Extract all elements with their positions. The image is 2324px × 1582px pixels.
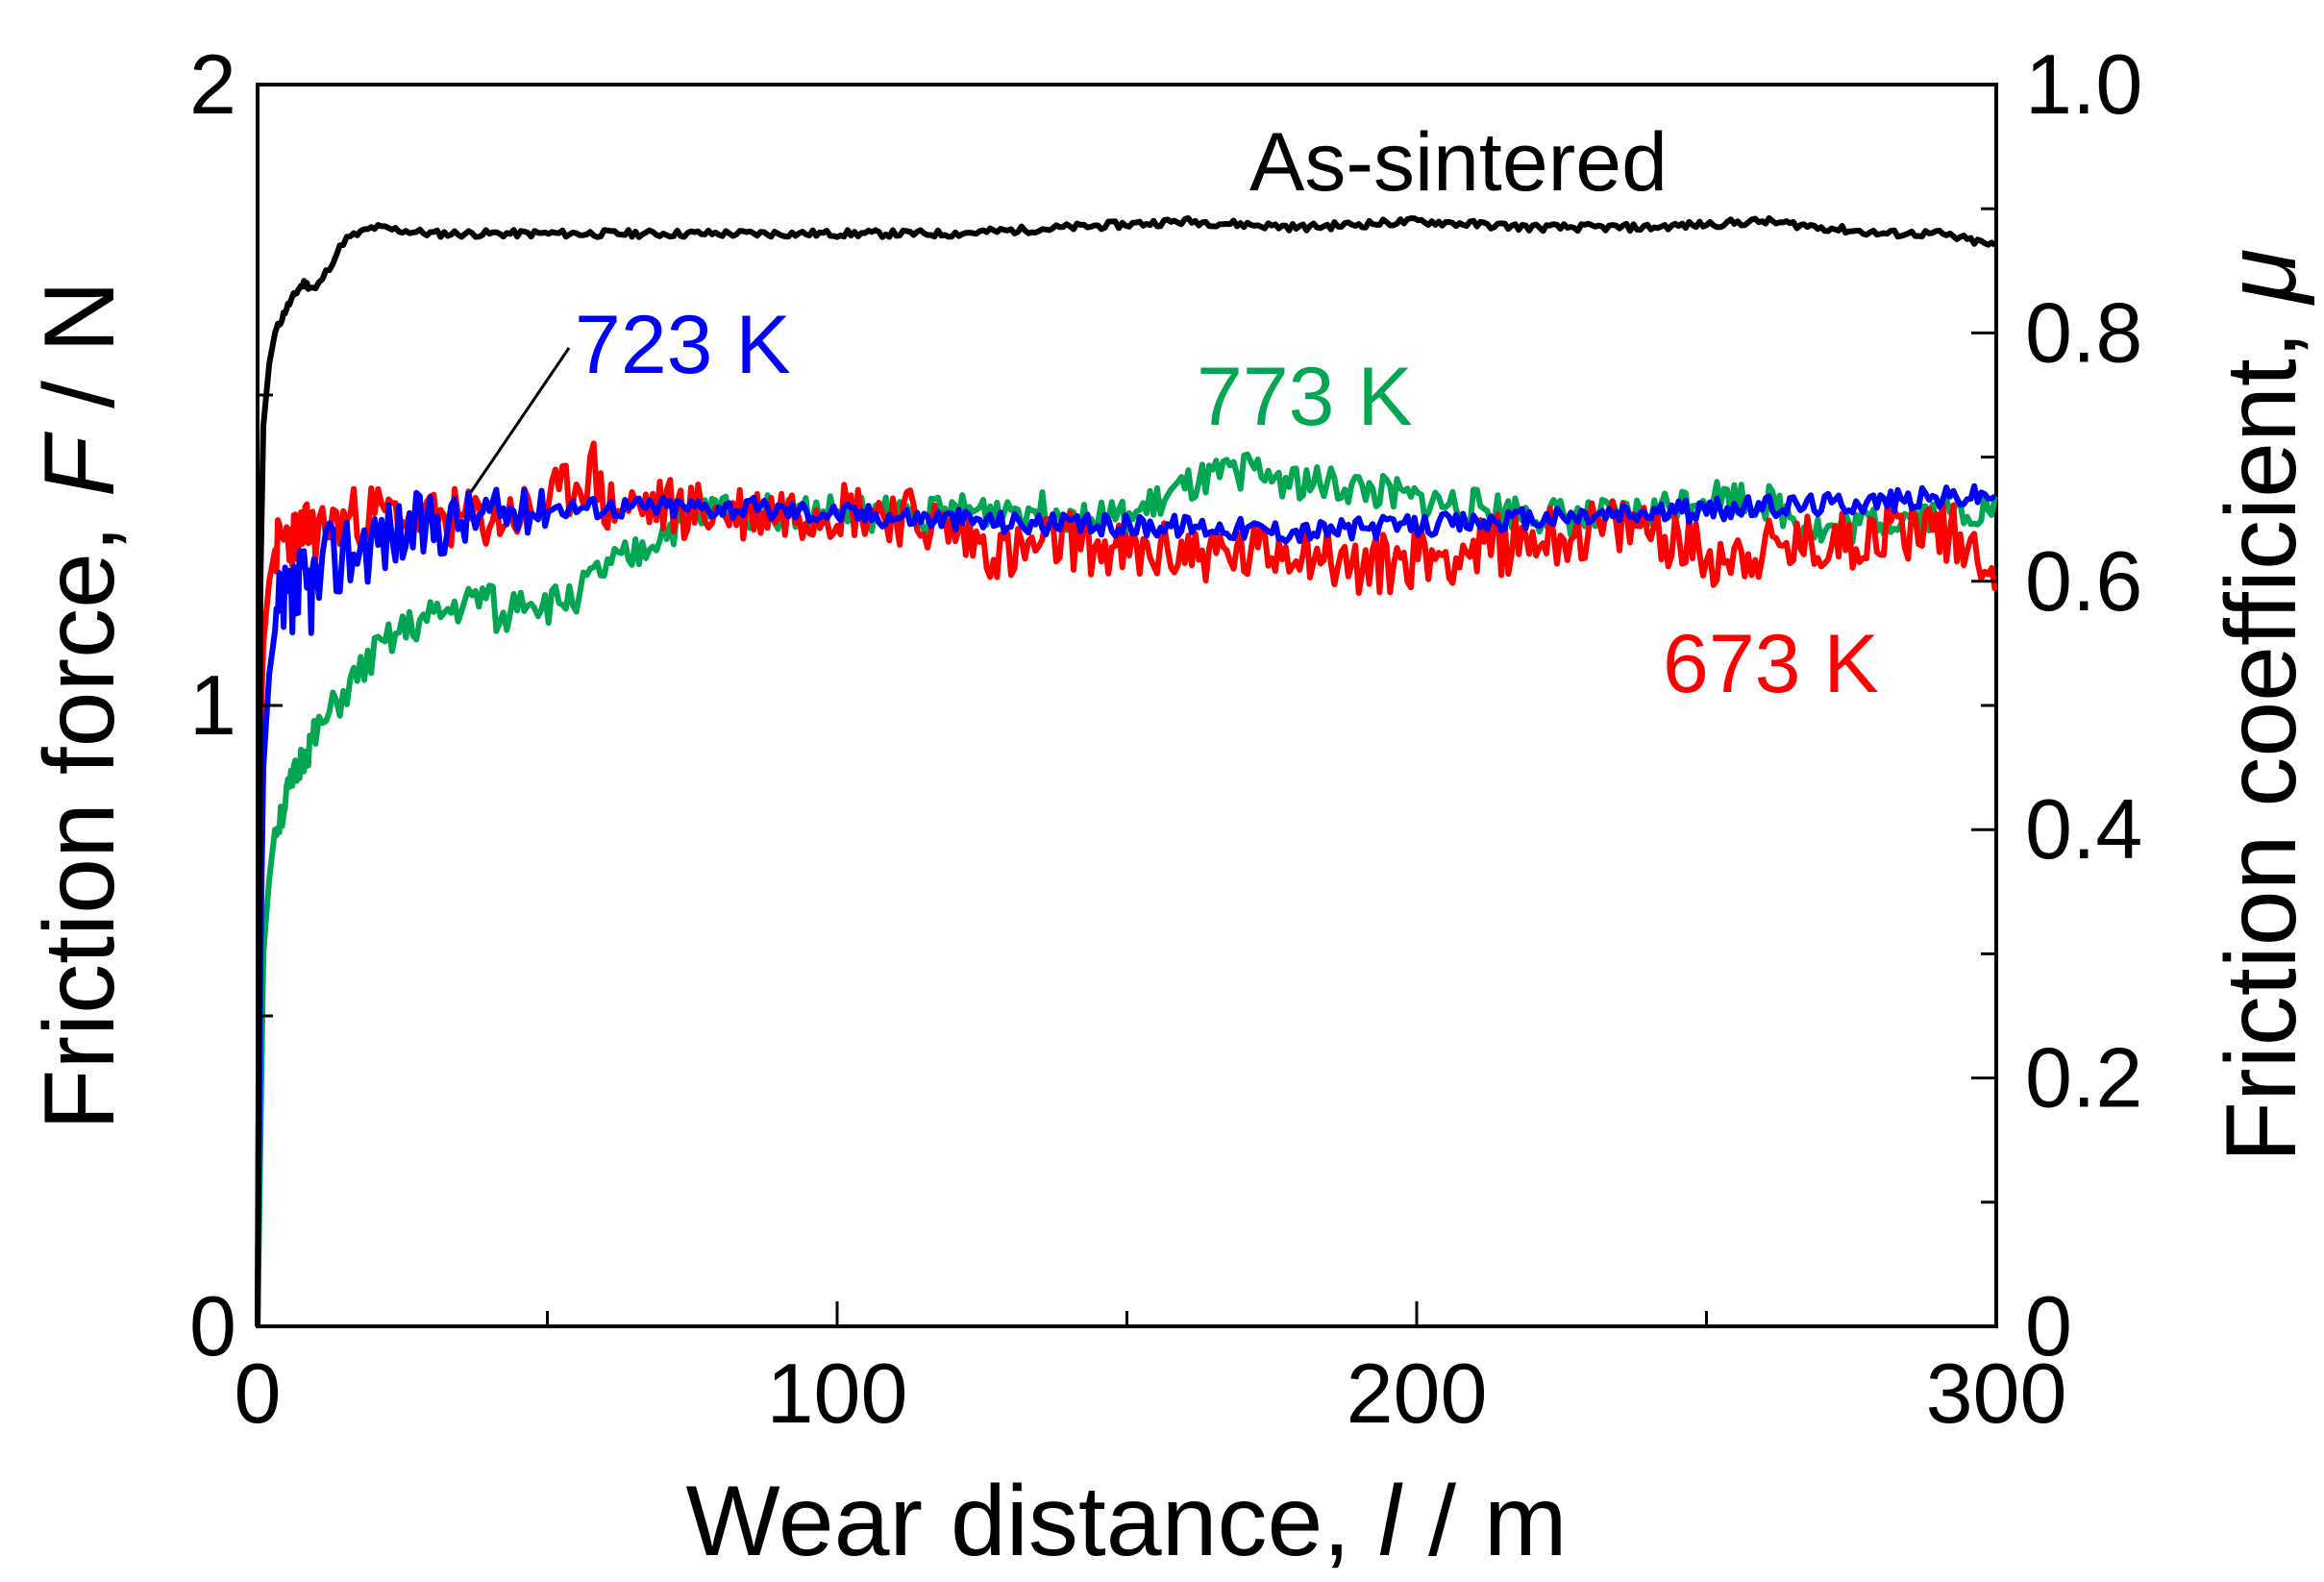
series-line-as-sintered [255,214,1997,1327]
label-723K: 723 K [575,299,791,391]
x-tick-label: 0 [235,1346,282,1441]
label-673K: 673 K [1663,618,1879,710]
x-axis-title: Wear distance, l / m [685,1466,1567,1577]
y2-tick-label: 1.0 [2025,37,2142,132]
series-line-773K [255,451,1998,1327]
y2-tick-label: 0.2 [2025,1030,2142,1125]
y2-tick-label: 0.8 [2025,284,2142,380]
x-tick-label: 100 [767,1346,908,1441]
series-group [255,214,1998,1327]
x-tick-label: 300 [1926,1346,2067,1441]
y2-tick-label: 0.6 [2025,533,2142,629]
y-tick-label: 1 [189,657,236,753]
y-axis-title: Friction force, F / N [24,281,136,1130]
y2-tick-label: 0 [2025,1278,2072,1373]
series-line-723K [255,482,1997,1327]
y2-tick-label: 0.4 [2025,781,2142,877]
series-line-673K [255,440,1998,1327]
y-tick-label: 2 [189,37,236,132]
label-leader-723K [469,347,571,493]
y-tick-label: 0 [189,1278,236,1373]
x-tick-label: 200 [1347,1346,1488,1441]
label-773K: 773 K [1197,351,1413,443]
y2-axis-title: Friction coefficient, μ [2206,249,2317,1163]
label-as-sintered: As-sintered [1249,116,1668,209]
